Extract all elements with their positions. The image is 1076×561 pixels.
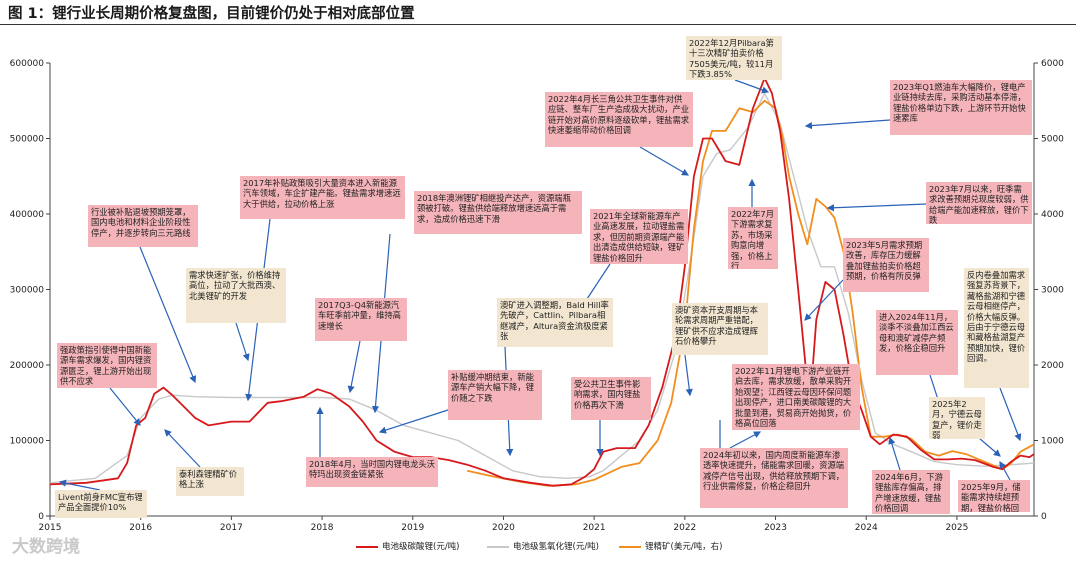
annotation-a13: 澳矿进入调整期，Bald Hill率先破产，Cattlin、Pilbara相继减…	[497, 298, 613, 347]
annotation-arrow	[235, 322, 250, 362]
annotation-arrow	[804, 279, 844, 321]
annotation-a27: 2025年9月，储能需求持续超预期，锂盐价格回暖	[958, 480, 1030, 512]
annotation-a24: 2024年6月，下游锂盐库存偏高，排产增速放缓，锂盐价格回调	[872, 470, 950, 514]
annotation-a3: 2018年澳洲锂矿相继投产达产，资源端瓶颈被打破。锂盐供给端释放增速远高于需求，…	[414, 191, 582, 234]
annotation-a12: 2017Q3-Q4新能源汽车旺季前冲量，维持高速增长	[315, 298, 407, 341]
y-left-tick-label: 300000	[10, 286, 45, 296]
x-tick-label: 2022	[673, 523, 696, 533]
annotation-a8: 2023年7月以来，旺季需求改善预期兑现度较弱，供给端产能加速释放，锂价下跌	[926, 182, 1032, 224]
annotation-arrow	[58, 479, 101, 491]
legend-label: 锂精矿(美元/吨，右)	[645, 542, 723, 552]
annotation-arrow	[684, 354, 693, 397]
annotation-a7: 2023年Q1燃油车大幅降价，锂电产业链持续去库，采购活动基本停滞，锂盐价格单边…	[890, 80, 1032, 135]
legend-label: 电池级碳酸锂(元/吨)	[382, 542, 460, 552]
x-tick-label: 2016	[129, 523, 152, 533]
x-tick-label: 2021	[583, 523, 606, 533]
x-tick-label: 2023	[764, 523, 787, 533]
annotation-arrow	[378, 409, 449, 434]
x-tick-label: 2019	[401, 523, 424, 533]
title-rule	[0, 24, 1076, 25]
x-tick-label: 2024	[855, 523, 878, 533]
annotation-arrow	[164, 429, 201, 468]
annotation-a26: 反内卷叠加需求强复苏背景下，藏格盐湖和宁德云母相继停产，价格大幅反弹。后由于宁德…	[964, 268, 1029, 388]
x-tick-label: 2015	[39, 523, 62, 533]
y-left-tick-label: 200000	[10, 361, 45, 371]
annotation-a21: 2022年11月锂电下游产业链开启去库，需求放缓，散单采购开始观望；江西锂云母因…	[732, 364, 860, 430]
y-right-tick-label: 3000	[1041, 286, 1064, 296]
annotation-a4: 2021年全球新能源车产业高速发展，拉动锂盐需求，但因前期资源端产能出清造成供给…	[590, 209, 688, 264]
annotation-a9: 2022年7月下游需求复苏，市场采购意向增强，价格上行	[728, 207, 778, 269]
x-tick-label: 2018	[311, 523, 334, 533]
annotation-arrow	[109, 387, 141, 426]
annotation-a20: 受公共卫生事件影响需求，国内锂盐价格再次下滑	[571, 377, 651, 420]
y-right-tick-label: 1000	[1041, 437, 1064, 447]
annotation-a22: 2024年初以来，国内周度新能源车渗透率快速提升，储能需求回暖，资源端减停产信号…	[700, 448, 848, 508]
y-left-tick-label: 600000	[10, 59, 45, 69]
annotation-arrow	[888, 436, 901, 471]
annotation-a14: 澳矿资本开支周期与本轮需求周期严重错配，锂矿供不应求造成锂辉石价格攀升	[672, 303, 768, 355]
axes: 0 100000 200000 300000 400000 500000 600000 0 10…	[10, 59, 1065, 533]
annotation-a11: 需求快速扩张，价格维持高位，拉动了大批西澳、北美锂矿的开发	[186, 268, 286, 323]
legend-swatch	[619, 545, 641, 548]
y-right-tick-label: 5000	[1041, 135, 1064, 145]
annotation-arrow	[347, 340, 361, 394]
annotation-arrow	[734, 79, 770, 94]
annotation-arrow	[826, 203, 927, 212]
legend-label: 电池级氢氧化锂(元/吨)	[513, 542, 599, 552]
y-right-tick-label: 4000	[1041, 210, 1064, 220]
legend-item-carbonate: 电池级碳酸锂(元/吨)	[356, 540, 460, 552]
annotation-a18: 补贴缓冲期结束，新能源车产销大幅下降，锂价随之下跌	[448, 370, 542, 420]
x-tick-label: 2017	[220, 523, 243, 533]
annotation-arrow	[729, 431, 762, 449]
annotation-arrow	[804, 119, 891, 130]
annotation-arrow	[139, 246, 197, 384]
annotation-a25: 2025年2月，宁德云母复产，锂价走弱	[929, 397, 985, 439]
annotation-a15: 强政策指引使得中国新能源车需求爆发，国内锂资源匮乏，锂上游开始出现供不应求	[57, 343, 157, 388]
y-right-tick-label: 0	[1041, 512, 1047, 522]
y-right-tick-label: 6000	[1041, 59, 1064, 69]
legend-item-spodumene: 锂精矿(美元/吨，右)	[619, 540, 723, 552]
y-left-tick-label: 100000	[10, 437, 45, 447]
annotation-a17: Livent前身FMC宣布锂产品全面提价10%	[55, 490, 147, 518]
annotation-a10: 2023年5月需求预期改善，库存压力缓解叠加锂盐拍卖价格超预期，价格有所反弹	[843, 238, 929, 292]
annotation-a2: 2017年补贴政策吸引大量资本进入新能源汽车领域，车企扩建产能。锂盐需求增速远大…	[240, 176, 405, 219]
legend-swatch	[356, 545, 378, 548]
annotation-a19: 2018年4月，当时国内锂电龙头沃特玛出现资金链紧张	[306, 457, 438, 487]
annotation-arrow	[999, 460, 1011, 481]
annotation-a5: 2022年4月长三角公共卫生事件对供应链、整车厂生产造成极大扰动，产业链开始对高…	[545, 92, 693, 147]
chart-title: 图 1：锂行业长周期价格复盘图，目前锂价仍处于相对底部位置	[8, 6, 415, 22]
annotation-a1: 行业被补贴退坡预期笼罩，国内电池和材料企业阶段性停产，并逐步转向三元路线	[88, 205, 198, 247]
y-left-tick-label: 400000	[10, 210, 45, 220]
series-line-2	[467, 99, 1035, 487]
annotation-a23: 进入2024年11月，淡季不淡叠加江西云母和澳矿减停产频发，价格企稳回升	[876, 310, 958, 375]
watermark-text: 大数跨境	[12, 537, 80, 557]
x-tick-label: 2020	[492, 523, 515, 533]
x-tick-label: 2025	[945, 523, 968, 533]
y-left-tick-label: 500000	[10, 135, 45, 145]
y-right-tick-label: 2000	[1041, 361, 1064, 371]
annotation-a16: 泰利森锂精矿价格上涨	[176, 467, 244, 496]
y-left-tick-label: 0	[38, 512, 44, 522]
annotation-arrow	[999, 387, 1022, 442]
annotation-a6: 2022年12月Pilbara第十三次精矿拍卖价格7505美元/吨，较11月下跌…	[686, 36, 782, 80]
annotation-arrow	[639, 146, 690, 176]
legend-item-hydroxide: 电池级氢氧化锂(元/吨)	[487, 540, 599, 552]
legend-swatch	[487, 545, 509, 548]
